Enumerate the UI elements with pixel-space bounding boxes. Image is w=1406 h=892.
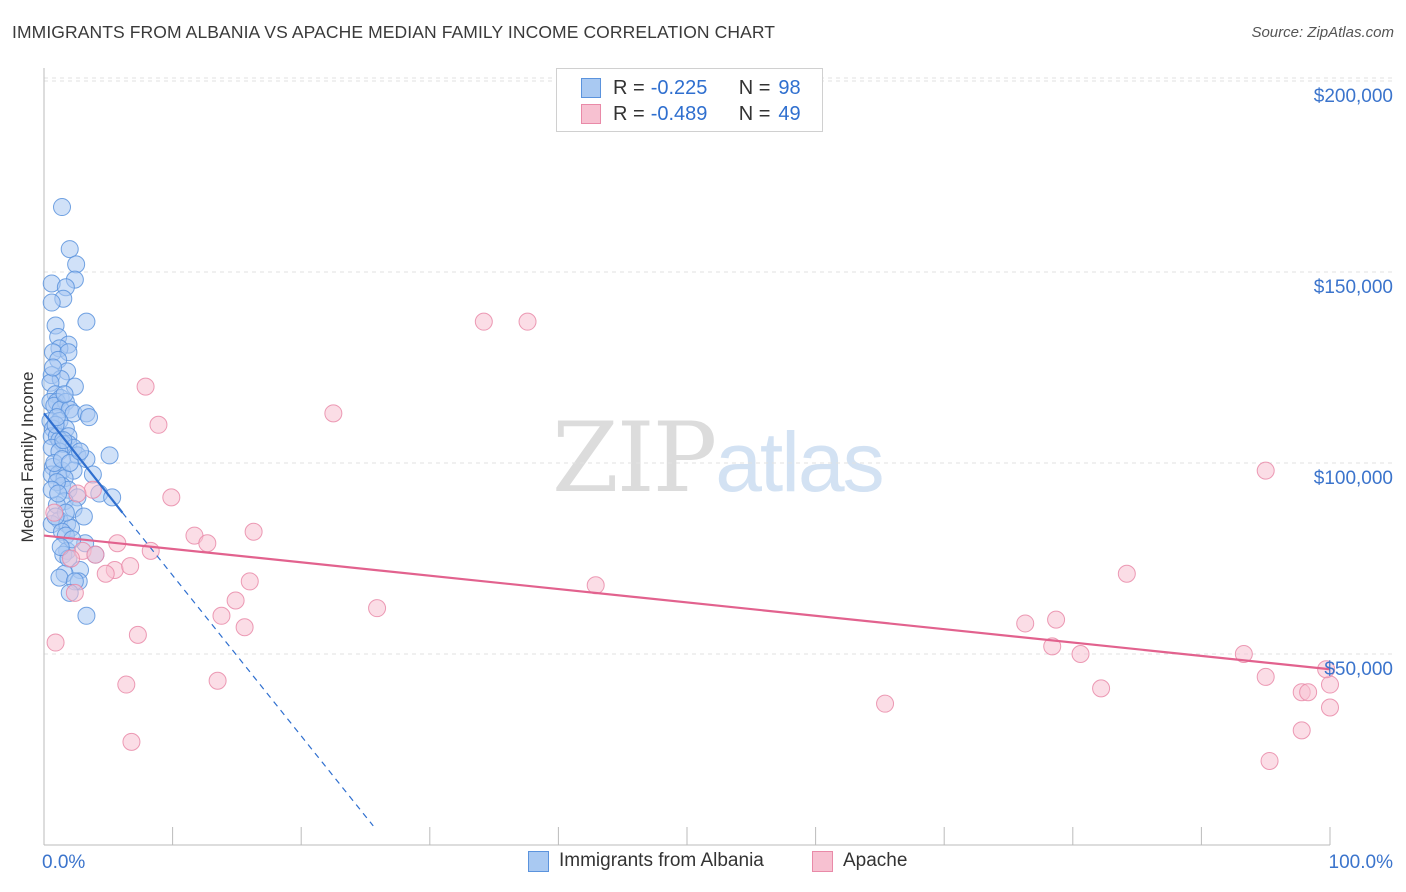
apache-point [208,671,227,690]
legend-r-label: R = [613,102,645,125]
apache-point [518,312,537,331]
y-tick-label-100000: $100,000 [1313,468,1393,489]
apache-point [1071,645,1090,663]
legend-n-value: 49 [778,102,801,125]
apache-point [244,522,263,541]
albania-trend-line [43,412,124,514]
apache-point [1292,721,1311,740]
albania-point [51,538,70,557]
apache-point [1256,667,1275,686]
legend-r-label: R = [613,76,645,99]
apache-point [1016,614,1035,633]
apache-point [368,599,387,618]
albania-point [74,507,93,526]
apache-point [121,557,140,576]
apache-point [1043,637,1062,656]
apache-point [141,541,160,560]
albania-legend-swatch [528,850,549,872]
legend-r-value: -0.489 [650,102,708,125]
albania-point [77,312,96,331]
apache-point [117,675,136,694]
apache-point [122,732,141,751]
apache-point [68,484,87,503]
apache-point [1260,751,1279,770]
apache-swatch [581,104,601,124]
albania-point [49,484,68,503]
apache-point [128,625,147,644]
y-tick-label-150000: $150,000 [1313,277,1393,298]
albania-point [44,358,63,377]
source-label: Source: ZipAtlas.com [1251,24,1394,41]
albania-point [50,568,69,587]
legend-n-value: 98 [778,76,801,99]
apache-point [136,377,155,396]
albania-point [60,454,79,472]
legend-row-apache: R = -0.489 N = 49 [581,101,801,127]
albania-point [100,446,119,465]
apache-point [86,545,105,564]
albania-point [42,293,61,312]
albania-point [53,198,72,217]
albania-point [55,385,74,404]
watermark-atlas: atlas [715,415,884,509]
apache-point [1299,683,1318,702]
y-tick-label-200000: $200,000 [1313,86,1393,107]
apache-point [324,404,343,423]
apache-legend-label: Apache [843,850,908,871]
chart-title: IMMIGRANTS FROM ALBANIA VS APACHE MEDIAN… [12,22,776,42]
legend-n-label: N = [738,102,771,125]
y-axis-label: Median Family Income [18,371,37,543]
apache-point [1092,679,1111,698]
apache-trend-line [43,534,1331,671]
apache-point [1321,698,1339,717]
albania-point [60,240,79,259]
apache-point [45,503,64,522]
bottom-legend-apache: Apache [812,850,907,872]
apache-point [1234,645,1253,663]
y-tick-label-50000: $50,000 [1324,659,1393,680]
apache-point [240,572,259,591]
watermark: ZIPatlas [552,402,885,514]
legend-r-value: -0.225 [650,76,708,99]
x-tick-label-max: 100.0% [1328,852,1393,873]
albania-swatch [581,78,601,98]
albania-legend-label: Immigrants from Albania [559,850,764,871]
correlation-legend: R = -0.225 N = 98 R = -0.489 N = 49 [556,68,823,132]
apache-point [226,591,245,610]
albania-trend-extension [121,512,374,827]
apache-point [235,618,254,637]
apache-point [586,576,605,595]
legend-n-label: N = [738,76,771,99]
apache-point [1047,610,1066,629]
apache-point [96,564,115,583]
apache-point [65,583,84,602]
bottom-legend-albania: Immigrants from Albania [528,850,764,872]
apache-point [198,534,217,553]
albania-point [67,255,86,274]
apache-point [162,488,181,507]
apache-point [62,549,81,568]
apache-point [474,312,493,331]
watermark-zip: ZIP [552,402,717,514]
apache-point [149,415,168,434]
apache-legend-swatch [812,850,833,872]
apache-point [1117,564,1136,583]
legend-row-albania: R = -0.225 N = 98 [581,75,801,101]
apache-point [46,633,65,652]
x-tick-label-min: 0.0% [42,852,86,873]
albania-point [80,408,99,427]
albania-point [77,606,96,625]
apache-point [876,694,895,713]
apache-point [212,606,231,625]
apache-point [1256,461,1275,480]
